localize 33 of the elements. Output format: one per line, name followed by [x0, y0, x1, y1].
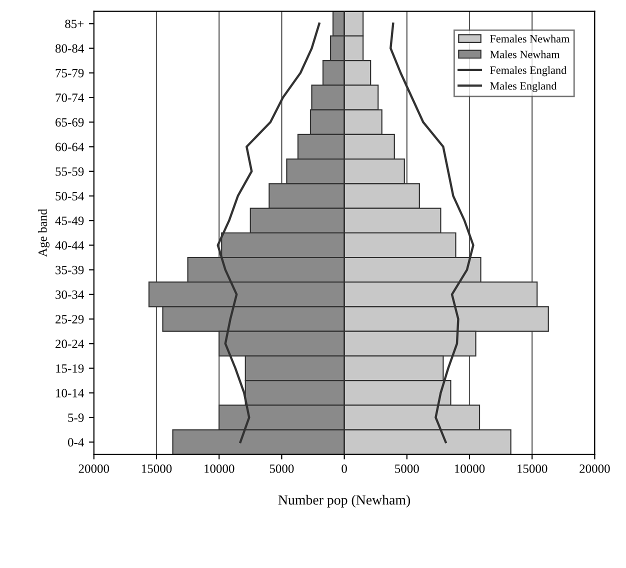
- y-axis-title: Age band: [38, 208, 50, 257]
- legend-label: Females England: [490, 66, 566, 76]
- y-tick-label: 85+: [65, 20, 84, 28]
- x-tick-label: 5000: [395, 464, 419, 473]
- y-tick-label: 25-29: [56, 315, 84, 324]
- x-tick-label: 0: [342, 464, 347, 473]
- y-tick-label: 20-24: [56, 340, 84, 348]
- y-tick-label: 55-59: [56, 167, 84, 176]
- y-tick-label: 50-54: [56, 192, 84, 200]
- x-tick-label: 10000: [204, 464, 234, 473]
- y-tick-label: 60-64: [56, 142, 84, 152]
- y-tick-label: 40-44: [55, 241, 84, 250]
- x-tick-label: 20000: [580, 464, 610, 473]
- y-tick-label: 70-74: [56, 94, 84, 102]
- y-tick-label: 10-14: [56, 388, 84, 398]
- y-tick-label: 80-84: [55, 44, 84, 53]
- y-tick-label: 0-4: [68, 438, 84, 447]
- x-tick-label: 15000: [518, 464, 548, 473]
- legend-label: Males England: [490, 82, 557, 92]
- x-tick-label: 15000: [142, 464, 172, 473]
- y-tick-label: 5-9: [68, 414, 84, 422]
- x-tick-label: 5000: [270, 464, 294, 473]
- x-axis-title: Number pop (Newham): [278, 494, 410, 508]
- y-tick-label: 75-79: [56, 68, 84, 78]
- legend-label: Males Newham: [490, 50, 560, 58]
- legend-label: Females Newham: [490, 34, 570, 43]
- x-tick-label: 10000: [454, 464, 485, 473]
- y-tick-label: 45-49: [55, 216, 84, 226]
- y-tick-label: 35-39: [56, 266, 84, 274]
- y-tick-label: 30-34: [56, 290, 84, 299]
- y-tick-label: 65-69: [56, 118, 84, 127]
- x-tick-label: 20000: [78, 464, 110, 473]
- y-tick-label: 15-19: [56, 364, 84, 373]
